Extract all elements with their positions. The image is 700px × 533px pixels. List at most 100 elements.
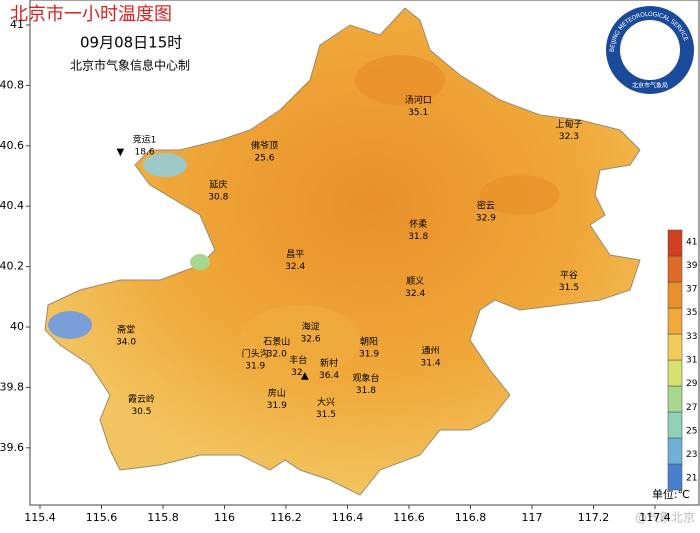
station-temp: 32.6 <box>301 335 321 345</box>
hot-patch <box>355 55 445 105</box>
x-tick-label: 116.4 <box>332 511 364 524</box>
logo-cn: 北京市气象局 <box>632 82 668 90</box>
station-temp: 31.9 <box>359 350 379 360</box>
y-tick-label: 40.4 <box>0 199 24 212</box>
station-temp: 18.6 <box>135 147 155 157</box>
station-temp: 32.4 <box>285 262 305 272</box>
y-tick-label: 41 <box>10 18 24 31</box>
station-name: 霞云岭 <box>128 393 155 405</box>
station-name: 大兴 <box>317 396 335 408</box>
station-temp: 30.8 <box>208 193 228 203</box>
station-name: 竞运1 <box>133 133 157 145</box>
station-temp: 25.6 <box>254 153 274 163</box>
station-name: 汤河口 <box>405 94 432 106</box>
time: 09月08日15时 <box>80 34 182 52</box>
station-name: 海淀 <box>302 321 320 333</box>
y-tick-label: 40 <box>10 320 24 333</box>
station-name: 朝阳 <box>360 337 378 348</box>
station-name: 通州 <box>422 346 440 357</box>
colorbar-cell <box>667 359 683 387</box>
station-name: 昌平 <box>286 249 304 260</box>
x-tick-label: 117.2 <box>578 511 610 524</box>
station-temp: 30.5 <box>131 407 151 417</box>
station-temp: 32.3 <box>559 132 579 142</box>
cool-patch <box>190 254 210 270</box>
y-tick-label: 40.6 <box>0 139 24 152</box>
x-tick-label: 115.8 <box>147 511 179 524</box>
colorbar-cell <box>667 333 683 361</box>
producer: 北京市气象信息中心制 <box>70 58 190 73</box>
station-temp: 32.9 <box>476 214 496 224</box>
station-temp: 34.0 <box>116 338 136 348</box>
station-temp: 36.4 <box>319 371 339 381</box>
x-tick-label: 116.2 <box>270 511 302 524</box>
colorbar-label: 35 <box>686 308 697 318</box>
station-temp: 31.8 <box>408 232 428 242</box>
colorbar-cell <box>667 463 683 491</box>
colorbar-cell <box>667 255 683 283</box>
cool-patch <box>48 311 92 339</box>
station-name: 顺义 <box>406 276 424 287</box>
station-temp: 32.0 <box>267 350 287 360</box>
colorbar-cell <box>667 385 683 413</box>
station-name: 斋堂 <box>117 324 135 336</box>
station-name: 平谷 <box>560 270 578 281</box>
colorbar-label: 41 <box>686 237 697 247</box>
x-tick-label: 116 <box>214 511 235 524</box>
station-name: 石景山 <box>263 337 290 348</box>
station-symbol: ▲ <box>301 370 309 381</box>
unit: 单位:℃ <box>652 487 690 501</box>
station-temp: 31.5 <box>559 283 579 293</box>
colorbar-cell <box>667 229 683 257</box>
colorbar-cell <box>667 411 683 439</box>
colorbar-cell <box>667 281 683 309</box>
colorbar-label: 37 <box>686 285 697 295</box>
urban-patch <box>240 305 360 375</box>
station-temp: 31.9 <box>267 401 287 411</box>
y-tick-label: 39.6 <box>0 441 24 454</box>
logo-inner <box>620 20 680 80</box>
cool-patch <box>143 153 187 177</box>
station-name: 密云 <box>477 200 495 212</box>
colorbar-label: 21 <box>686 474 697 484</box>
station-name: 延庆 <box>209 179 227 191</box>
colorbar-label: 33 <box>686 332 697 342</box>
y-tick-label: 40.8 <box>0 78 24 91</box>
region <box>44 7 641 496</box>
watermark: @气象北京 <box>635 510 695 525</box>
station-name: 佛爷顶 <box>251 139 278 151</box>
colorbar-label: 31 <box>686 356 697 366</box>
colorbar-label: 39 <box>686 261 698 271</box>
colorbar-cell <box>667 437 683 465</box>
station-name: 丰台 <box>289 354 307 366</box>
hot-patch <box>480 175 560 215</box>
colorbar-label: 25 <box>686 426 697 436</box>
colorbar-label: 29 <box>686 379 698 389</box>
station-name: 新村 <box>320 357 338 369</box>
station-name: 观象台 <box>352 372 379 384</box>
station-symbol: ▼ <box>117 147 125 158</box>
colorbar-label: 23 <box>686 450 697 460</box>
station-name: 怀柔 <box>409 218 427 230</box>
station-temp: 31.9 <box>245 362 265 372</box>
title: 北京市一小时温度图 <box>10 4 172 25</box>
x-tick-label: 115.6 <box>86 511 118 524</box>
x-tick-label: 117.4 <box>639 511 671 524</box>
station-temp: 32.4 <box>405 289 425 299</box>
station-temp: 31.8 <box>356 386 376 396</box>
station-temp: 35.1 <box>408 108 428 118</box>
station-name: 门头沟 <box>242 348 269 360</box>
x-tick-label: 115.4 <box>24 511 56 524</box>
station-name: 房山 <box>268 387 286 399</box>
x-tick-label: 116.6 <box>393 511 425 524</box>
y-tick-label: 40.2 <box>0 260 24 273</box>
station-temp: 31.4 <box>421 359 441 369</box>
y-tick-label: 39.8 <box>0 380 24 393</box>
colorbar-cell <box>667 307 683 335</box>
colorbar-label: 27 <box>686 403 697 413</box>
station-temp: 31.5 <box>316 410 336 420</box>
station-temp: 32. <box>291 368 305 378</box>
station-name: 上甸子 <box>555 118 582 130</box>
x-tick-label: 116.8 <box>455 511 487 524</box>
